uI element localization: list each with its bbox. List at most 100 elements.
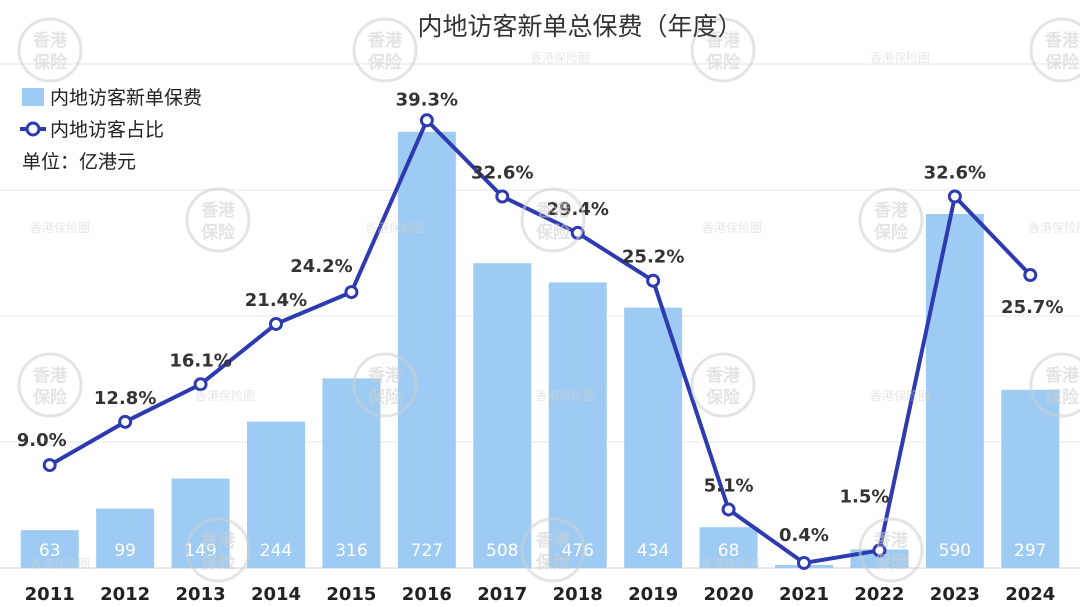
svg-text:香港: 香港	[33, 365, 68, 386]
line-point	[721, 502, 736, 517]
line-value-label: 1.5%	[839, 486, 889, 507]
watermark-seal: 香港保险	[185, 517, 251, 583]
bar-value-label: 434	[637, 541, 669, 561]
svg-text:保险: 保险	[705, 52, 741, 73]
line-value-label: 25.7%	[1001, 297, 1063, 318]
svg-text:保险: 保险	[1044, 52, 1080, 73]
bar	[699, 527, 758, 568]
bar	[96, 508, 155, 568]
bar	[397, 131, 456, 569]
bar-value-label: 508	[486, 541, 518, 561]
svg-text:香港: 香港	[368, 365, 403, 386]
watermark-seal: 香港保险	[690, 17, 756, 83]
line-point	[419, 113, 434, 128]
watermark-text: 香港保险圈	[535, 388, 595, 403]
svg-text:保险: 保险	[200, 222, 236, 243]
watermark-seal: 香港保险	[520, 517, 586, 583]
line-series	[42, 113, 1038, 570]
watermark-text: 香港保险圈	[1028, 220, 1080, 235]
legend-bar-swatch	[22, 88, 44, 106]
svg-text:香港: 香港	[1045, 30, 1080, 51]
legend-line-label: 内地访客占比	[50, 119, 164, 141]
svg-text:保险: 保险	[367, 387, 403, 408]
svg-text:香港: 香港	[201, 200, 236, 221]
bar-value-label: 316	[335, 541, 367, 561]
bar-value-label: 149	[184, 541, 216, 561]
watermark-text: 香港保险圈	[195, 388, 255, 403]
watermark-seal: 香港保险	[690, 352, 756, 418]
unit-label: 单位：亿港元	[22, 151, 136, 173]
line-point	[118, 414, 133, 429]
watermark: 香港保险香港保险香港保险香港保险香港保险香港保险香港保险香港保险香港保险香港保险…	[17, 17, 1080, 583]
watermark-seal: 香港保险	[17, 352, 83, 418]
watermark-seal: 香港保险	[1029, 352, 1080, 418]
line-value-label: 16.1%	[169, 350, 231, 371]
svg-text:保险: 保险	[705, 387, 741, 408]
svg-text:保险: 保险	[1044, 387, 1080, 408]
bar	[322, 378, 381, 568]
line-value-labels: 9.0% 12.8% 16.1% 21.4% 24.2% 39.3% 32.6% 29.4% 2…	[17, 89, 1064, 546]
watermark-text: 香港保险圈	[700, 556, 760, 571]
line-point	[797, 555, 811, 570]
x-tick-label: 2013	[176, 584, 226, 605]
watermark-seal: 香港保险	[352, 17, 418, 83]
watermark-text: 香港保险圈	[870, 50, 930, 65]
bar	[624, 307, 683, 568]
x-tick-label: 2014	[251, 584, 301, 605]
x-tick-label: 2018	[553, 584, 603, 605]
x-tick-label: 2020	[704, 584, 754, 605]
line-point	[193, 377, 208, 392]
watermark-seal: 香港保险	[352, 352, 418, 418]
bar	[548, 282, 607, 568]
watermark-seal: 香港保险	[17, 17, 83, 83]
x-tick-label: 2021	[779, 584, 829, 605]
line-value-label: 32.6%	[471, 163, 533, 184]
line-point	[947, 189, 962, 204]
x-axis-tick-labels: 2011 2012 2013 2014 2015 2016 2017 2018 2019 2020…	[25, 584, 1056, 605]
line-point	[495, 189, 510, 204]
line-value-label: 24.2%	[290, 256, 352, 277]
line-value-label: 25.2%	[622, 247, 684, 268]
svg-text:保险: 保险	[200, 552, 236, 573]
line-point	[42, 458, 57, 473]
line-value-label: 21.4%	[245, 290, 307, 311]
line-point	[646, 273, 661, 288]
line-point	[344, 285, 359, 300]
line-value-label: 29.4%	[546, 199, 608, 220]
bar-value-label: 99	[114, 541, 136, 561]
line-value-label: 5.1%	[704, 475, 754, 496]
svg-text:保险: 保险	[32, 52, 68, 73]
svg-text:保险: 保险	[535, 552, 571, 573]
line-value-label: 32.6%	[924, 163, 986, 184]
bar-value-label: 68	[718, 541, 740, 561]
svg-text:香港: 香港	[368, 30, 403, 51]
watermark-seal: 香港保险	[185, 187, 251, 253]
watermark-text: 香港保险圈	[702, 220, 762, 235]
x-tick-label: 2016	[402, 584, 452, 605]
bar-value-label: 476	[561, 541, 593, 561]
svg-text:香港: 香港	[33, 30, 68, 51]
svg-text:香港: 香港	[1045, 365, 1080, 386]
x-tick-label: 2011	[25, 584, 75, 605]
bar-value-label: 244	[260, 541, 292, 561]
svg-text:香港: 香港	[201, 530, 236, 551]
svg-text:香港: 香港	[874, 200, 909, 221]
line-value-label: 12.8%	[94, 388, 156, 409]
svg-text:保险: 保险	[873, 222, 909, 243]
watermark-text: 香港保险圈	[30, 220, 90, 235]
line-point	[1023, 268, 1038, 283]
legend-bar-label: 内地访客新单保费	[50, 87, 202, 109]
watermark-seal: 香港保险	[858, 187, 924, 253]
bar-value-label: 297	[1014, 541, 1046, 561]
svg-text:保险: 保险	[535, 222, 571, 243]
legend-line-marker	[25, 121, 41, 137]
bar	[247, 421, 305, 568]
legend: 内地访客新单保费 内地访客占比 单位：亿港元	[20, 87, 202, 173]
watermark-text: 香港保险圈	[30, 556, 90, 571]
watermark-seal: 香港保险	[1029, 17, 1080, 83]
line-value-label: 39.3%	[396, 89, 458, 110]
svg-text:香港: 香港	[706, 30, 741, 51]
svg-text:香港: 香港	[536, 200, 571, 221]
bar	[20, 530, 79, 568]
